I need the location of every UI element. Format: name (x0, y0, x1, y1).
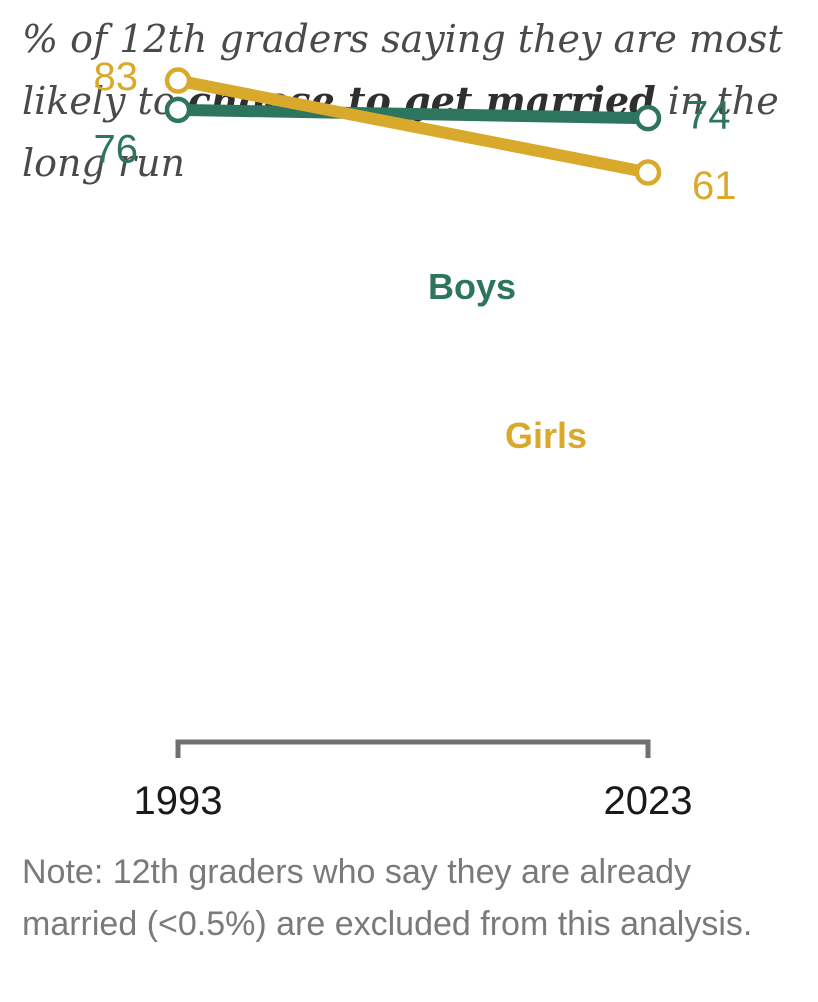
title-text-end: in the long run (22, 79, 779, 185)
boys-value-label-1993: 76 (94, 127, 139, 171)
chart-title: % of 12th graders saying they are most l… (22, 8, 792, 194)
boys-series-name: Boys (428, 266, 516, 307)
girls-value-label-1993: 83 (94, 55, 139, 99)
boys-point-2023 (634, 104, 662, 132)
x-tick-label-2023: 2023 (604, 779, 693, 823)
x-tick-label-1993: 1993 (134, 779, 223, 823)
boys-value-label-2023: 74 (686, 94, 731, 138)
girls-value-label-2023: 61 (692, 164, 737, 208)
boys-series-line (177, 103, 649, 125)
x-axis: 1993 2023 (134, 739, 693, 823)
boys-point-1993 (164, 96, 192, 124)
girls-point-2023 (634, 159, 662, 186)
chart-labels: 76 74 Boys 83 61 Girls (94, 55, 737, 456)
x-axis-bracket (175, 739, 651, 758)
chart-note: Note: 12th graders who say they are alre… (22, 853, 753, 943)
girls-series-name: Girls (505, 415, 587, 456)
line-chart: 1993 2023 76 74 Boys 83 61 Girls (94, 55, 737, 823)
girls-series-line (176, 74, 650, 179)
series-lines (164, 67, 662, 186)
girls-point-1993 (164, 67, 192, 94)
title-text-start: % of 12th graders saying they are most l… (22, 17, 783, 123)
